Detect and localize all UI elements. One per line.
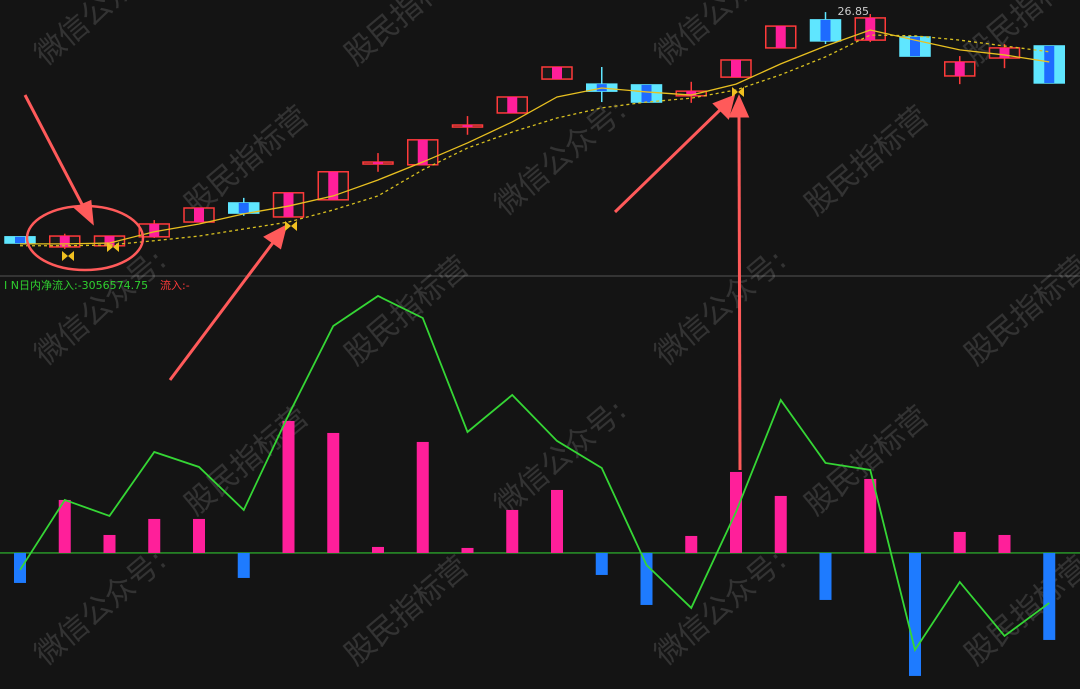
- bar: [506, 509, 519, 553]
- candle-core: [149, 223, 160, 237]
- candle-core: [462, 125, 473, 128]
- watermark: 股民指标营: [798, 99, 935, 222]
- bar: [551, 489, 563, 553]
- candle-core: [865, 17, 876, 41]
- moving-average: [20, 34, 1050, 247]
- candle-core: [1044, 45, 1055, 83]
- candle-core: [15, 236, 25, 244]
- candle-core: [820, 19, 831, 41]
- arrows: [23, 94, 750, 471]
- candle-core: [328, 171, 339, 200]
- bar: [282, 420, 295, 553]
- indicator-line: [19, 294, 1050, 653]
- bar: [416, 441, 429, 553]
- watermark: 微信公众号:: [648, 243, 793, 373]
- candle-core: [641, 84, 652, 103]
- watermark: 股民指标营: [338, 0, 475, 73]
- watermark: 微信公众号:: [648, 543, 793, 673]
- candle-core: [59, 236, 70, 247]
- candle-core: [999, 47, 1010, 59]
- bar: [685, 535, 698, 553]
- watermark: 微信公众号:: [28, 0, 173, 73]
- signal-icon: [732, 87, 744, 97]
- candle-core: [238, 202, 249, 214]
- candle-core: [731, 59, 741, 78]
- bar: [909, 552, 921, 676]
- bar: [998, 534, 1011, 553]
- bar: [237, 552, 250, 578]
- bar: [461, 547, 474, 553]
- watermark: 股民指标营: [958, 249, 1080, 372]
- candle-core: [775, 26, 786, 48]
- candle-core: [552, 66, 562, 80]
- bar: [819, 552, 832, 600]
- watermark: 股民指标营: [958, 549, 1080, 672]
- bar: [864, 478, 877, 553]
- bar: [774, 495, 787, 553]
- bar: [327, 432, 340, 553]
- bar: [14, 552, 26, 583]
- indicator-value: -3056574.75: [78, 279, 148, 292]
- high-label: 26.85: [838, 5, 870, 18]
- bar: [148, 518, 161, 553]
- candle-core: [417, 139, 428, 165]
- candle-core: [507, 96, 518, 113]
- indicator-label: I N日内净流入:-3056574.75: [4, 278, 148, 292]
- candle-core: [283, 192, 294, 217]
- candle-core: [954, 61, 965, 76]
- signal-icon: [285, 221, 297, 231]
- candle-core: [686, 91, 697, 96]
- bar: [953, 531, 966, 553]
- watermark: 股民指标营: [338, 549, 475, 672]
- bar: [1043, 552, 1056, 640]
- candle-core: [910, 37, 920, 57]
- bar: [595, 552, 608, 575]
- bar: [193, 518, 205, 553]
- indicator-label-2: 流入:-: [160, 278, 190, 292]
- bar: [58, 499, 71, 553]
- signal-icon: [62, 251, 74, 261]
- signal-icon: [107, 242, 119, 252]
- bar: [372, 546, 384, 553]
- candle-core: [373, 162, 383, 165]
- bar: [103, 534, 116, 553]
- candle-core: [194, 208, 204, 223]
- bar: [640, 552, 653, 605]
- moving-average: [20, 29, 1050, 245]
- indicator-name: N日内净流入:: [11, 278, 78, 292]
- watermark: 微信公众号:: [28, 543, 173, 673]
- candle-core: [104, 236, 115, 246]
